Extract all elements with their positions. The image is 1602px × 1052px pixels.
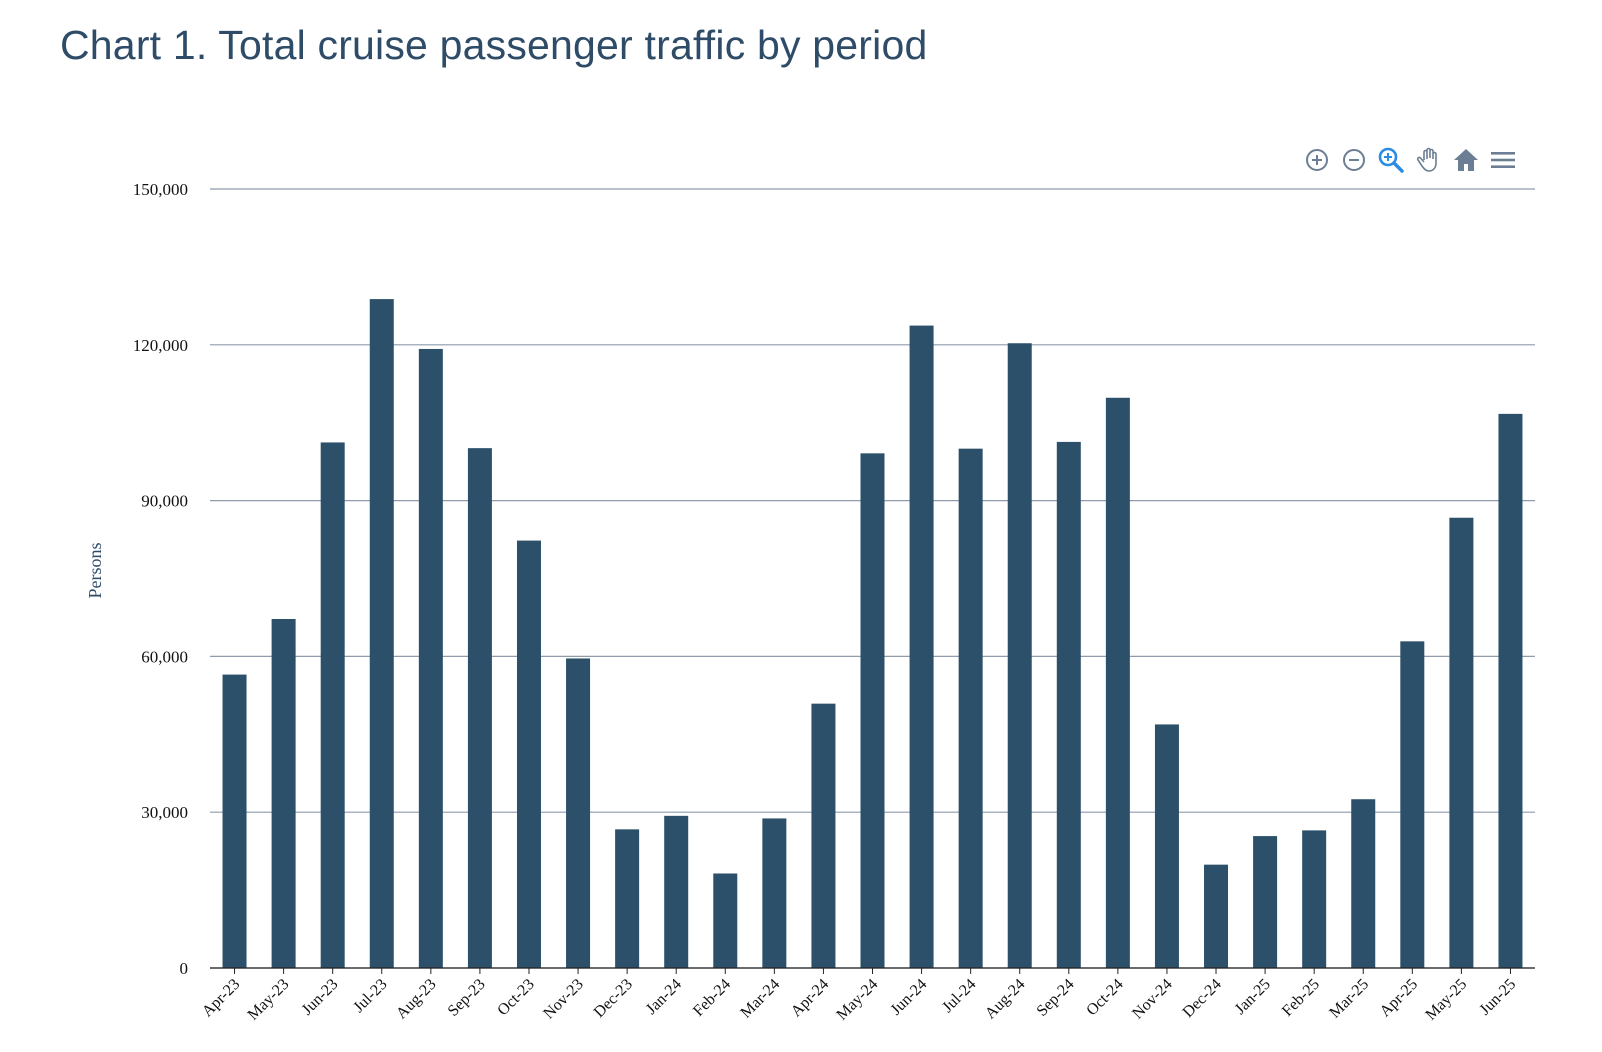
x-tick-label: May-23: [245, 976, 293, 1024]
x-tick-label: Apr-23: [199, 976, 243, 1020]
x-tick-label: Sep-24: [1034, 976, 1078, 1020]
bar: [713, 873, 738, 968]
x-tick-label: Mar-24: [737, 976, 783, 1022]
y-axis-label: Persons: [85, 542, 105, 598]
bar: [664, 815, 689, 968]
bar: [320, 442, 345, 968]
bar: [1253, 836, 1278, 968]
x-tick-label: May-24: [833, 976, 881, 1024]
bar: [516, 540, 541, 968]
x-tick-label: Jul-23: [350, 976, 390, 1016]
x-tick-label: Dec-23: [591, 976, 636, 1021]
bar: [811, 703, 836, 968]
x-tick-label: Oct-23: [494, 976, 537, 1019]
x-tick-label: Feb-24: [690, 976, 734, 1020]
zoom-out-icon[interactable]: [1337, 143, 1370, 177]
menu-icon[interactable]: [1487, 143, 1520, 177]
x-tick-label: Jan-24: [643, 976, 685, 1018]
x-tick-label: Nov-24: [1129, 976, 1176, 1023]
x-tick-label: Dec-24: [1180, 976, 1225, 1021]
x-tick-label: Nov-23: [540, 976, 587, 1023]
bar: [271, 619, 296, 968]
y-tick-label: 30,000: [141, 803, 188, 822]
bar: [1351, 799, 1376, 968]
zoom-in-icon[interactable]: [1300, 143, 1333, 177]
selection-zoom-icon[interactable]: [1375, 143, 1408, 177]
bar: [222, 674, 247, 968]
reset-home-icon[interactable]: [1449, 143, 1482, 177]
x-tick-label: Aug-23: [393, 976, 440, 1023]
x-tick-label: Jul-24: [939, 976, 979, 1016]
x-tick-label: Jun-25: [1476, 976, 1519, 1019]
y-tick-label: 0: [180, 959, 189, 978]
x-tick-label: Jan-25: [1232, 976, 1274, 1018]
x-tick-label: May-25: [1422, 976, 1470, 1024]
bar: [566, 658, 591, 968]
bar: [1449, 517, 1474, 968]
bar: [860, 453, 885, 968]
bar: [958, 448, 983, 969]
x-tick-label: Jun-23: [299, 976, 342, 1019]
x-tick-label: Oct-24: [1083, 976, 1126, 1019]
y-tick-label: 150,000: [133, 180, 188, 199]
bar: [1154, 724, 1179, 968]
bar: [418, 348, 443, 968]
x-tick-label: Apr-25: [1377, 976, 1421, 1020]
y-tick-label: 120,000: [133, 336, 188, 355]
y-tick-label: 90,000: [141, 492, 188, 511]
bar: [909, 325, 934, 968]
bar: [1056, 441, 1081, 968]
x-tick-label: Mar-25: [1326, 976, 1372, 1022]
bar: [1105, 397, 1130, 969]
pan-hand-icon[interactable]: [1412, 143, 1445, 177]
bar: [1498, 413, 1523, 968]
bar: [762, 818, 787, 968]
x-tick-label: Feb-25: [1279, 976, 1323, 1020]
chart-toolbar: [1300, 140, 1520, 180]
x-tick-label: Apr-24: [788, 976, 832, 1020]
bar: [1007, 343, 1032, 968]
bar: [369, 299, 394, 969]
bar: [467, 448, 492, 968]
bar: [1302, 830, 1327, 968]
x-tick-label: Jun-24: [888, 976, 931, 1019]
bar: [1400, 641, 1425, 968]
chart-title: Chart 1. Total cruise passenger traffic …: [60, 22, 928, 68]
x-tick-label: Sep-23: [445, 976, 489, 1020]
bar: [615, 829, 640, 968]
bar: [1204, 864, 1229, 968]
x-tick-label: Aug-24: [982, 976, 1029, 1023]
y-tick-label: 60,000: [141, 647, 188, 666]
